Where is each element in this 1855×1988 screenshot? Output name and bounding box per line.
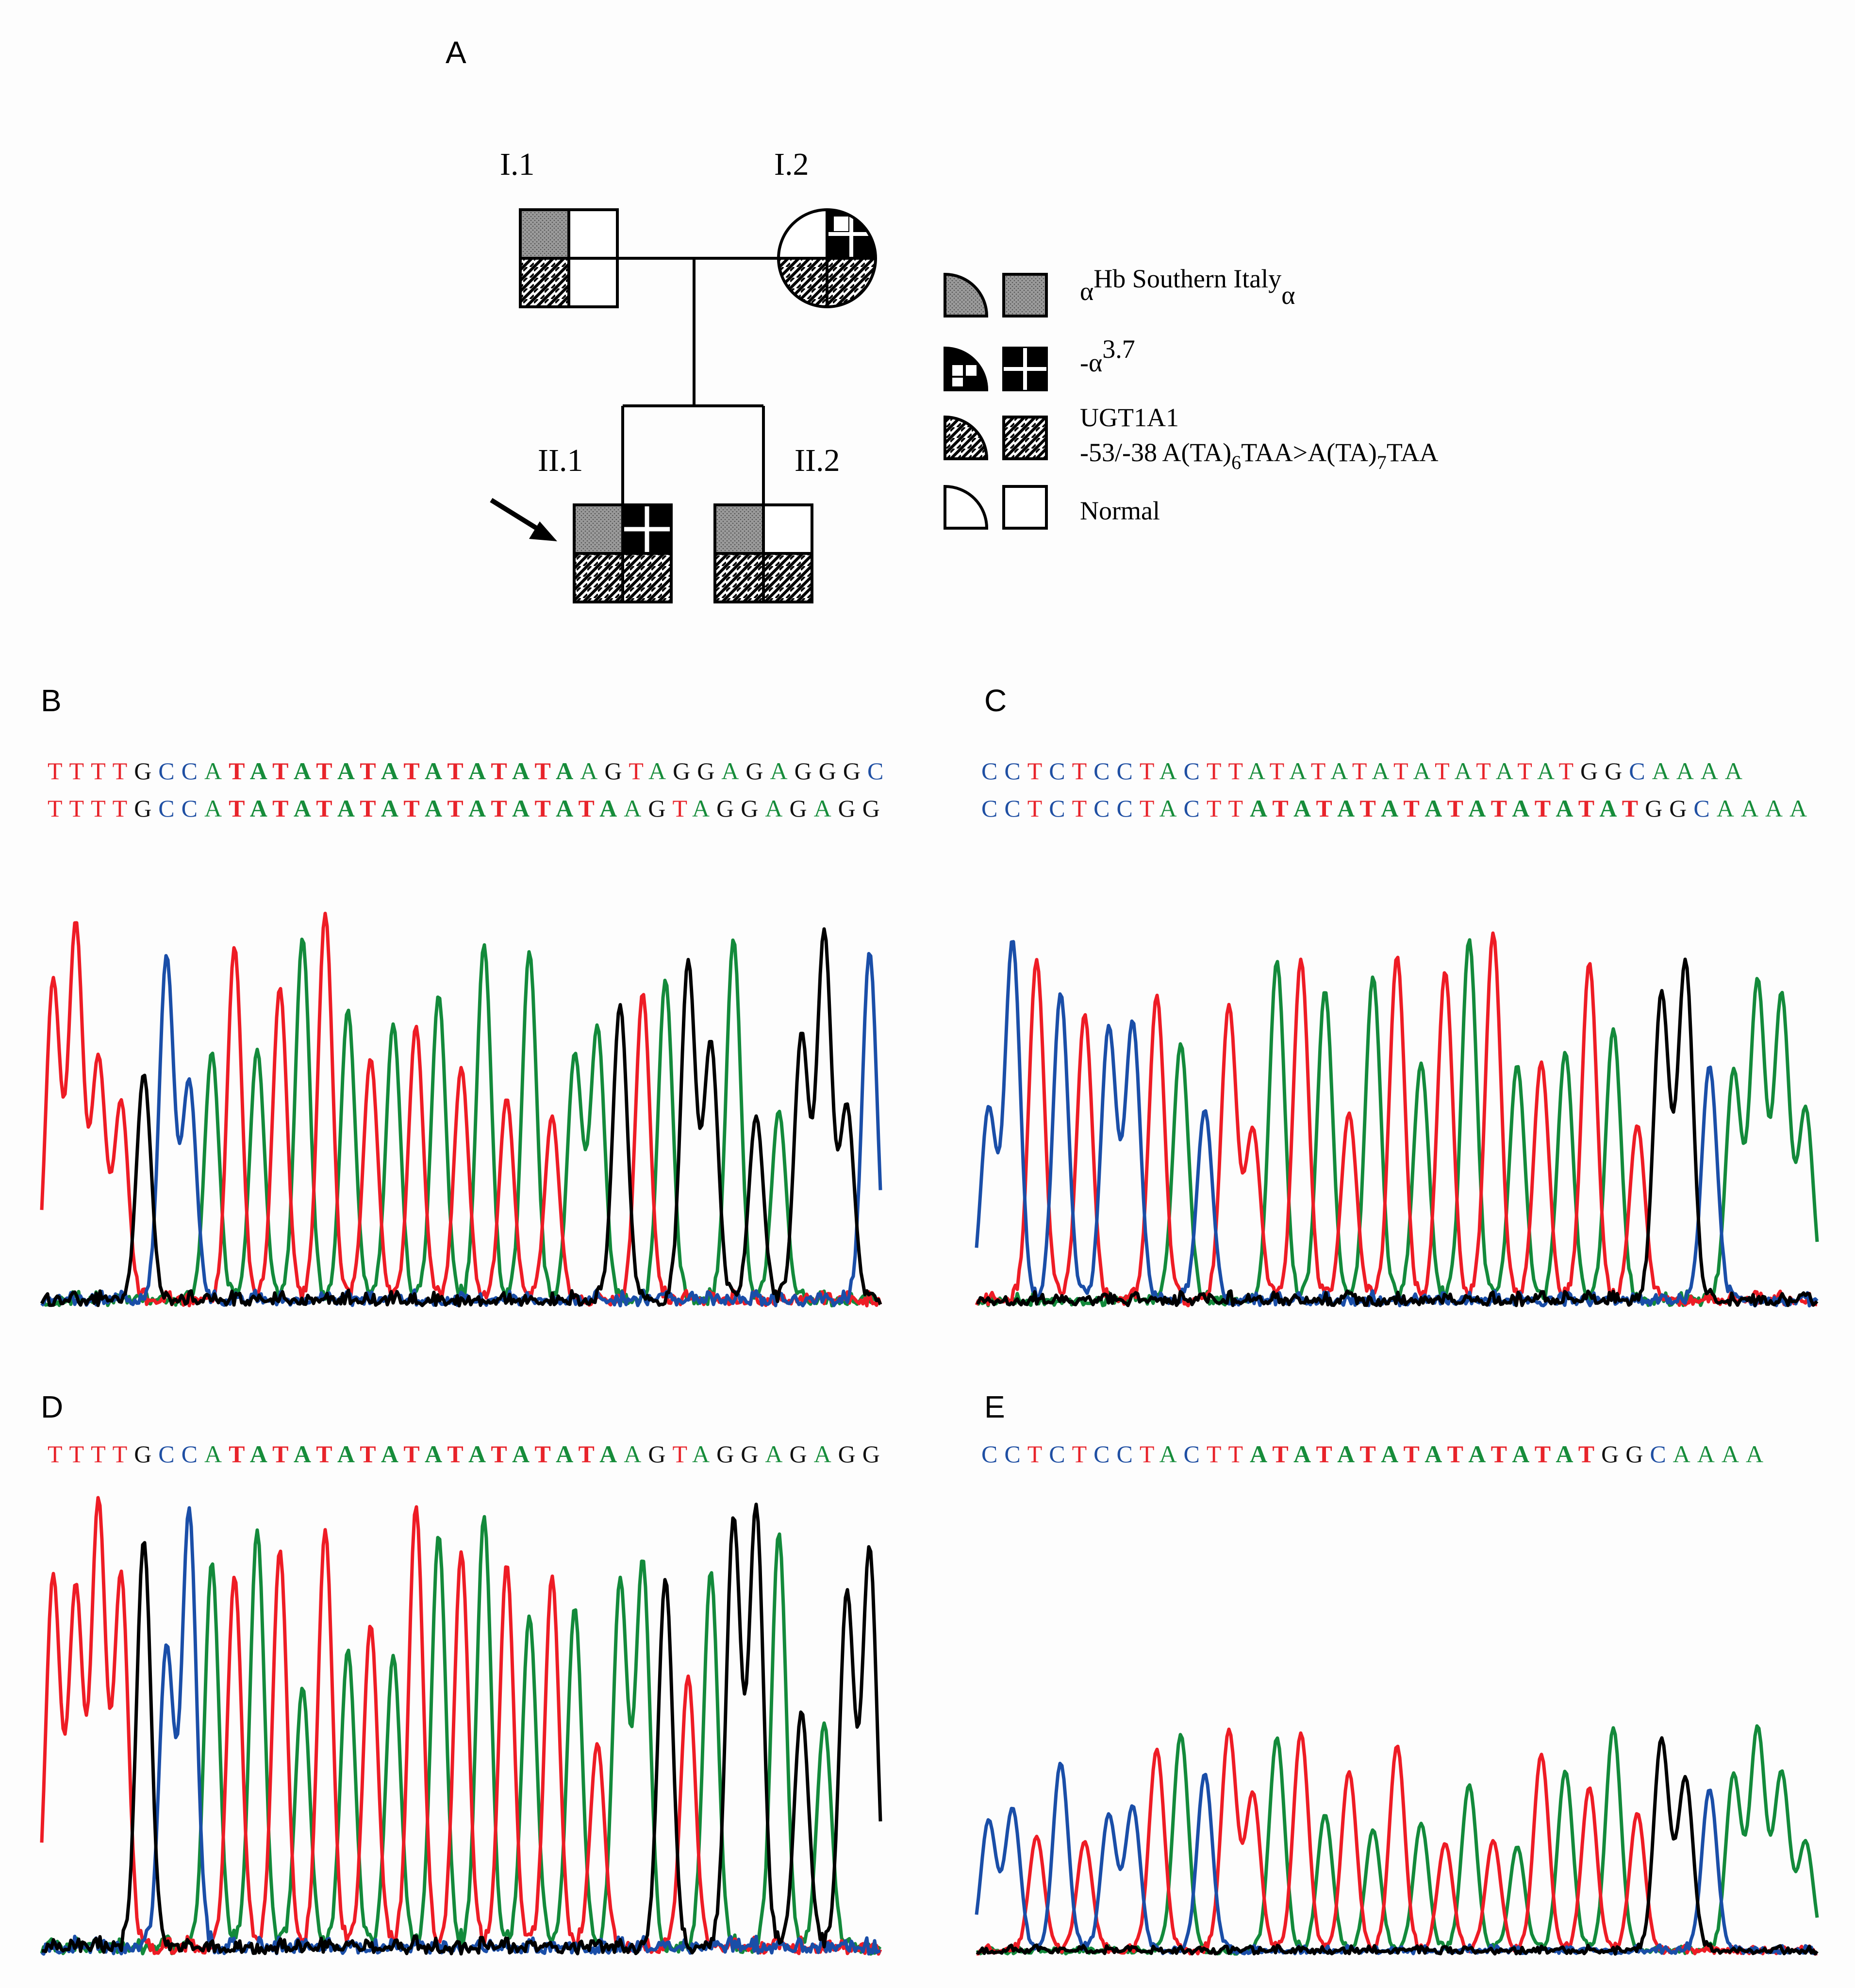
- legend-ugt-square-icon: [1002, 416, 1048, 460]
- trace-G: [976, 1736, 1819, 1956]
- trace-G: [40, 927, 882, 1308]
- trace-G: [976, 957, 1819, 1307]
- label-i1: I.1: [500, 147, 534, 182]
- sequence-b-bottom: TTTTGCCATATATATATATATATATAAGTAGGAGAGG: [48, 795, 887, 822]
- proband-arrow: [490, 498, 557, 541]
- legend-hb-quarter-icon: [944, 272, 989, 317]
- panel-label-b: B: [41, 683, 62, 718]
- chromatogram-d: [40, 1496, 882, 1956]
- legend-alpha37-label: -α3.7: [1080, 334, 1135, 377]
- chromatogram-c: [975, 931, 1819, 1308]
- sequence-c-bottom: CCTCTCCTACTTATATATATATATATATATGGCAAAA: [981, 795, 1814, 822]
- panel-label-c: C: [984, 683, 1007, 718]
- legend-normal-label: Normal: [1080, 496, 1160, 525]
- trace-C: [40, 1506, 881, 1956]
- legend-ugt-quarter-icon: [944, 415, 989, 460]
- trace-C: [40, 952, 882, 1308]
- label-ii1: II.1: [538, 443, 583, 478]
- panel-label-a: A: [446, 35, 466, 70]
- panel-label-e: E: [984, 1389, 1005, 1424]
- sequence-b-top: TTTTGCCATATATATATATATATAAGTAGGAGAGGGC: [48, 757, 890, 785]
- sequence-e: CCTCTCCTACTTATATATATATATATATGGCAAAA: [981, 1440, 1770, 1468]
- legend-hb-label: αHb Southern Italyα: [1080, 264, 1295, 310]
- individual-ii2: [713, 503, 813, 603]
- legend-alpha37-square-icon: [1002, 347, 1048, 391]
- sequence-d: TTTTGCCATATATATATATATATATAAGTAGGAGAGG: [48, 1440, 887, 1468]
- chromatogram-e: [975, 1724, 1819, 1956]
- legend-ugt-line2: -53/-38 A(TA)6TAA>A(TA)7TAA: [1080, 438, 1439, 473]
- legend-normal-square-icon: [1002, 485, 1048, 530]
- legend-alpha37-quarter-icon: [944, 346, 989, 391]
- individual-ii1-proband: [573, 503, 673, 603]
- chromatogram-b: [40, 912, 882, 1308]
- trace-T: [40, 1496, 882, 1956]
- trace-C: [975, 940, 1819, 1308]
- individual-i1: [519, 208, 619, 308]
- legend-hb-square-icon: [1002, 273, 1048, 317]
- legend: αHb Southern Italyα -α3.7 UGT1A1 -53/-38…: [944, 264, 1439, 530]
- individual-i2: [777, 208, 877, 308]
- legend-normal-quarter-icon: [944, 484, 989, 530]
- legend-ugt-line1: UGT1A1: [1080, 403, 1179, 432]
- label-ii2: II.2: [795, 443, 840, 478]
- trace-C: [975, 1761, 1818, 1955]
- panel-label-d: D: [41, 1389, 63, 1424]
- pedigree: I.1 I.2 II.1 II.2: [490, 147, 877, 603]
- label-i2: I.2: [774, 147, 809, 182]
- sequence-c-top: CCTCTCCTACTTATATATATATATATATGGCAAAA: [981, 757, 1749, 785]
- trace-G: [41, 1503, 882, 1956]
- trace-A: [40, 1515, 882, 1956]
